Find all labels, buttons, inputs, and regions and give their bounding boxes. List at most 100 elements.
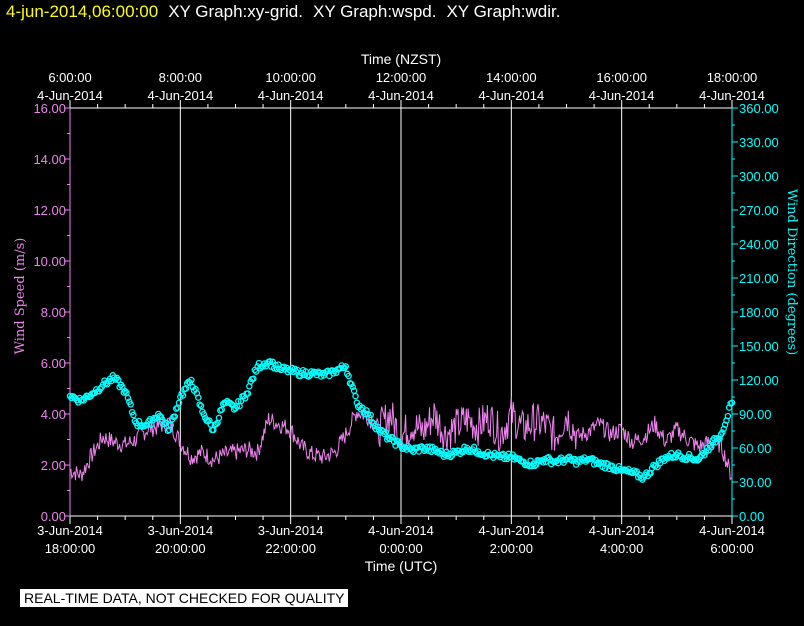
- wind-speed-line: [69, 396, 733, 482]
- wind-direction-marker: [447, 453, 454, 461]
- top-tick-label-date-4: 4-Jun-2014: [478, 88, 544, 103]
- wind-direction-marker: [643, 469, 650, 476]
- right-tick-label-6: 180.00: [739, 305, 779, 320]
- wind-direction-series: [66, 358, 736, 483]
- wind-direction-marker: [244, 390, 252, 397]
- wind-direction-point: [121, 388, 129, 395]
- wind-direction-marker: [275, 361, 282, 368]
- top-tick-label-date-1: 4-Jun-2014: [147, 88, 213, 103]
- top-tick-label-date-2: 4-Jun-2014: [258, 88, 324, 103]
- wind-direction-marker: [382, 429, 390, 436]
- right-tick-label-9: 270.00: [739, 203, 779, 218]
- right-tick-label-3: 90.00: [739, 407, 772, 422]
- wind-direction-marker: [539, 459, 547, 466]
- top-tick-label-date-3: 4-Jun-2014: [368, 88, 434, 103]
- wind-direction-marker: [572, 461, 580, 468]
- wind-direction-marker: [315, 368, 322, 375]
- wind-direction-point: [143, 422, 151, 429]
- top-tick-label-time-5: 16:00:00: [596, 70, 647, 85]
- top-tick-label-date-5: 4-Jun-2014: [589, 88, 655, 103]
- wind-direction-marker: [130, 411, 137, 419]
- bottom-tick-label-time-0: 18:00:00: [45, 541, 96, 556]
- wind-direction-marker: [341, 364, 348, 372]
- right-tick-label-7: 210.00: [739, 271, 779, 286]
- right-tick-label-8: 240.00: [739, 237, 779, 252]
- wind-direction-marker: [119, 383, 126, 391]
- top-tick-label-date-6: 4-Jun-2014: [699, 88, 765, 103]
- wind-direction-point: [728, 399, 736, 406]
- bottom-tick-label-date-0: 3-Jun-2014: [37, 523, 103, 538]
- top-tick-label-time-1: 8:00:00: [159, 70, 202, 85]
- right-tick-label-12: 360.00: [739, 101, 779, 116]
- wind-direction-marker: [200, 411, 208, 418]
- wind-direction-marker: [363, 407, 370, 414]
- wind-direction-marker: [679, 456, 686, 463]
- wind-direction-marker: [195, 394, 202, 401]
- wind-direction-marker: [367, 411, 374, 419]
- wind-direction-marker: [127, 401, 134, 408]
- right-tick-label-5: 150.00: [739, 339, 779, 354]
- bottom-tick-label-time-1: 20:00:00: [155, 541, 206, 556]
- wind-direction-marker: [183, 380, 191, 387]
- left-tick-label-4: 8.00: [41, 305, 66, 320]
- wind-direction-marker: [124, 394, 132, 402]
- left-tick-label-8: 16.00: [33, 101, 66, 116]
- wind-direction-marker: [719, 429, 726, 436]
- axis-ticks: 3-Jun-2014 18:00:00 3-Jun-2014 20:00:00 3-Ju…: [33, 70, 778, 556]
- left-tick-label-2: 4.00: [41, 407, 66, 422]
- left-tick-label-7: 14.00: [33, 152, 66, 167]
- left-tick-label-1: 2.00: [41, 458, 66, 473]
- bottom-tick-label-date-4: 4-Jun-2014: [478, 523, 544, 538]
- left-axis-title: Wind Speed (m/s): [13, 238, 28, 355]
- wind-direction-marker: [218, 406, 225, 413]
- wind-direction-marker: [171, 413, 179, 420]
- wind-direction-marker: [272, 361, 279, 369]
- right-tick-label-11: 330.00: [739, 135, 779, 150]
- wind-direction-marker: [352, 392, 359, 400]
- wind-direction-marker: [374, 423, 381, 430]
- wind-direction-marker: [349, 383, 356, 391]
- graph-header: 4-jun-2014,06:00:00 XY Graph:xy-grid. XY G…: [6, 2, 561, 22]
- wind-direction-marker: [567, 456, 574, 463]
- wind-direction-marker: [288, 364, 296, 372]
- right-tick-label-0: 0.00: [739, 509, 764, 524]
- wind-direction-marker: [115, 376, 122, 384]
- grid-lines: [69, 108, 733, 516]
- wind-direction-marker: [724, 412, 732, 420]
- wind-direction-marker: [345, 372, 352, 380]
- left-tick-label-5: 10.00: [33, 254, 66, 269]
- graph-title-grid: XY Graph:xy-grid.: [168, 2, 303, 21]
- wind-direction-marker: [593, 460, 601, 467]
- wind-direction-marker: [701, 451, 708, 459]
- right-axis-title: Wind Direction (degrees): [784, 189, 799, 355]
- wind-direction-marker: [228, 400, 235, 408]
- wind-direction-marker: [196, 401, 203, 408]
- top-tick-label-time-3: 12:00:00: [376, 70, 427, 85]
- wind-direction-marker: [179, 392, 187, 399]
- wind-direction-marker: [531, 462, 539, 470]
- bottom-tick-label-time-5: 4:00:00: [600, 541, 643, 556]
- bottom-tick-label-date-2: 3-Jun-2014: [258, 523, 324, 538]
- bottom-tick-label-time-2: 22:00:00: [265, 541, 316, 556]
- left-tick-label-6: 12.00: [33, 203, 66, 218]
- wind-direction-point: [706, 442, 714, 449]
- bottom-tick-label-date-5: 4-Jun-2014: [589, 523, 655, 538]
- wind-direction-point: [188, 376, 195, 384]
- wind-direction-marker: [206, 417, 213, 424]
- top-tick-label-time-4: 14:00:00: [486, 70, 537, 85]
- top-tick-label-time-0: 6:00:00: [48, 70, 91, 85]
- top-tick-label-time-2: 10:00:00: [265, 70, 316, 85]
- left-tick-label-3: 6.00: [41, 356, 66, 371]
- wind-direction-marker: [721, 421, 729, 428]
- wind-direction-marker: [212, 420, 220, 428]
- graph-title-wspd: XY Graph:wspd.: [312, 2, 437, 21]
- wind-direction-marker: [381, 430, 388, 438]
- wind-direction-marker: [637, 474, 645, 482]
- bottom-tick-label-time-6: 6:00:00: [710, 541, 753, 556]
- top-axis-title: Time (NZST): [361, 51, 441, 67]
- wind-direction-marker: [685, 450, 693, 458]
- wind-direction-point: [342, 363, 350, 370]
- wind-direction-marker: [120, 389, 128, 396]
- wind-direction-marker: [215, 414, 223, 422]
